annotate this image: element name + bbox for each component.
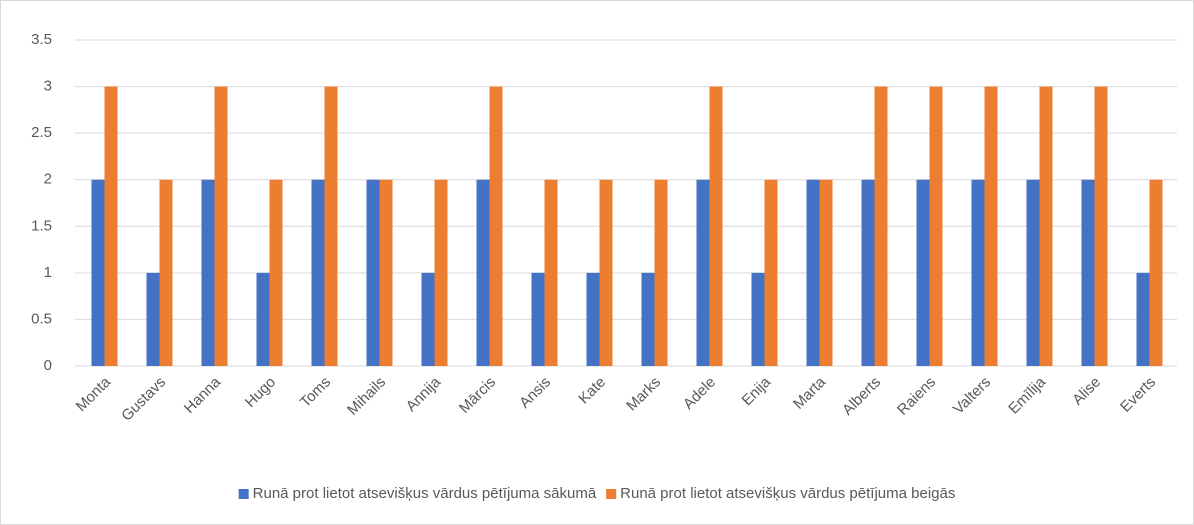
- bar: [1149, 179, 1163, 366]
- bar: [1039, 86, 1053, 367]
- y-tick-label: 0.5: [31, 310, 52, 327]
- bar: [544, 179, 558, 366]
- bar: [971, 179, 985, 366]
- y-tick-label: 1: [44, 264, 52, 281]
- y-tick-label: 3: [44, 78, 52, 95]
- bar: [861, 179, 875, 366]
- bar: [1081, 179, 1095, 366]
- bar: [324, 86, 338, 367]
- bar: [366, 179, 380, 366]
- bar: [586, 272, 600, 366]
- y-tick-label: 2: [44, 171, 52, 188]
- legend-swatch: [238, 489, 249, 499]
- bar: [434, 179, 448, 366]
- bar: [256, 272, 270, 366]
- y-tick-label: 3.5: [31, 31, 52, 48]
- bar: [696, 179, 710, 366]
- bar: [1136, 272, 1150, 366]
- bar: [709, 86, 723, 367]
- y-tick-label: 2.5: [31, 124, 52, 141]
- y-tick-label: 0: [44, 357, 52, 374]
- bar: [214, 86, 228, 367]
- bar: [1094, 86, 1108, 367]
- bar: [91, 179, 105, 366]
- bar: [489, 86, 503, 367]
- bar: [874, 86, 888, 367]
- bar: [201, 179, 215, 366]
- legend-swatch: [606, 489, 617, 499]
- bar: [984, 86, 998, 367]
- y-tick-label: 1.5: [31, 217, 52, 234]
- bar: [599, 179, 613, 366]
- bar: [751, 272, 765, 366]
- bar: [146, 272, 160, 366]
- bar: [269, 179, 283, 366]
- bar: [104, 86, 118, 367]
- legend-label: Runā prot lietot atsevišķus vārdus pētīj…: [253, 485, 597, 502]
- bar: [929, 86, 943, 367]
- bar: [159, 179, 173, 366]
- bar: [806, 179, 820, 366]
- bar: [641, 272, 655, 366]
- bar: [819, 179, 833, 366]
- bar: [764, 179, 778, 366]
- bar: [654, 179, 668, 366]
- bar: [531, 272, 545, 366]
- bar: [1026, 179, 1040, 366]
- bar: [476, 179, 490, 366]
- bar: [421, 272, 435, 366]
- bar: [379, 179, 393, 366]
- legend-label: Runā prot lietot atsevišķus vārdus pētīj…: [620, 485, 955, 502]
- bar: [916, 179, 930, 366]
- legend: Runā prot lietot atsevišķus vārdus pētīj…: [238, 485, 955, 502]
- bar: [311, 179, 325, 366]
